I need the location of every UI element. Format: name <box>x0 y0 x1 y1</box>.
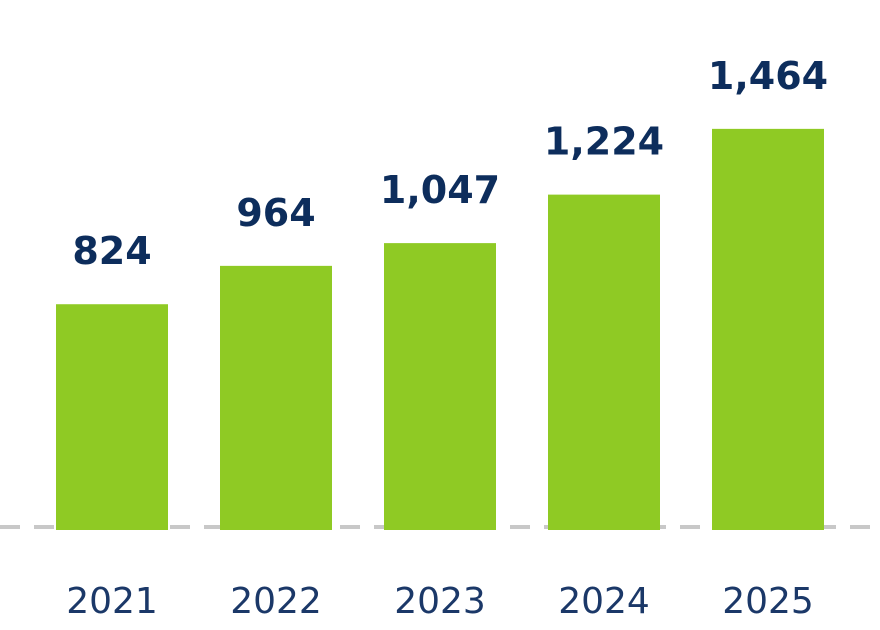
x-axis-tick-labels: 2021 2022 2023 2024 2025 <box>66 581 814 622</box>
value-label-2021: 824 <box>72 229 151 273</box>
value-label-2022: 964 <box>236 191 315 235</box>
tick-label-2025: 2025 <box>722 581 814 622</box>
value-labels-group: 824 964 1,047 1,224 1,464 <box>72 54 828 273</box>
bar-2025 <box>712 128 824 530</box>
tick-label-2021: 2021 <box>66 581 158 622</box>
tick-label-2022: 2022 <box>230 581 322 622</box>
bar-2021 <box>56 304 168 530</box>
bar-2022 <box>220 265 332 530</box>
bars-group <box>56 128 824 530</box>
value-label-2025: 1,464 <box>708 54 828 98</box>
value-label-2023: 1,047 <box>380 168 500 212</box>
bar-2023 <box>384 243 496 530</box>
bar-2024 <box>548 194 660 530</box>
tick-label-2023: 2023 <box>394 581 486 622</box>
value-label-2024: 1,224 <box>544 120 664 164</box>
tick-label-2024: 2024 <box>558 581 650 622</box>
